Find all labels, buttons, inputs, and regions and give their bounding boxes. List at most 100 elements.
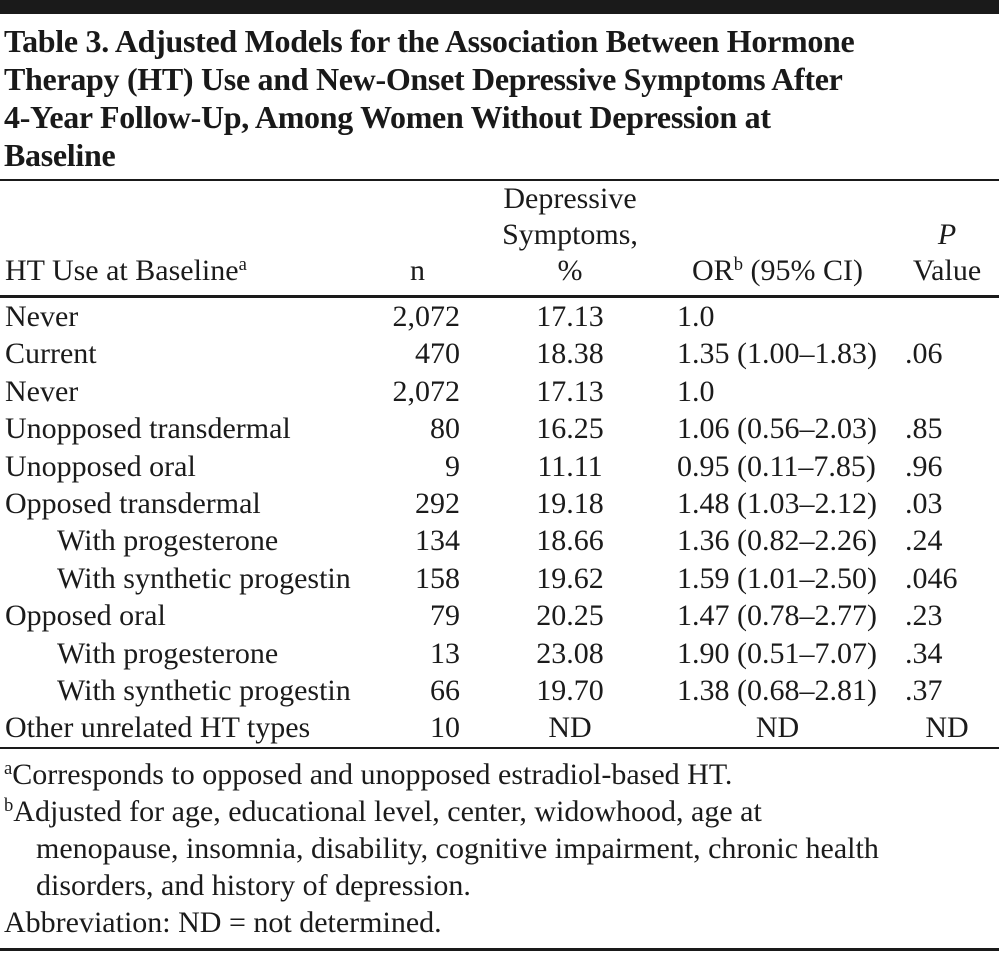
footnotes-section: aCorresponds to opposed and unopposed es…	[0, 749, 999, 941]
cell-depressive-symptoms-pct: 19.18	[536, 487, 604, 521]
cell-ht-use: Current	[5, 337, 97, 371]
cell-or-ci: 1.59 (1.01–2.50)	[677, 561, 877, 595]
table-row: With synthetic progestin 66 19.70 1.38 (…	[0, 672, 999, 709]
cell-ht-use: With synthetic progestin	[57, 561, 351, 595]
cell-p-value: .23	[905, 599, 943, 633]
cell-depressive-symptoms-pct: 18.38	[536, 337, 604, 371]
cell-p-value: .24	[905, 524, 943, 558]
table-row: Never 2,072 17.13 1.0	[0, 297, 999, 336]
cell-p-value: .046	[905, 561, 958, 595]
table-row: Other unrelated HT types 10 ND ND ND	[0, 709, 999, 746]
cell-or-ci: 1.35 (1.00–1.83)	[677, 337, 877, 371]
column-header-p-value: P Value	[895, 181, 999, 298]
table-title: Table 3. Adjusted Models for the Associa…	[0, 14, 999, 179]
cell-depressive-symptoms-pct: 19.70	[536, 674, 604, 708]
cell-or-ci: 1.38 (0.68–2.81)	[677, 674, 877, 708]
cell-ht-use: Unopposed transdermal	[5, 412, 291, 446]
cell-ht-use: With synthetic progestin	[57, 674, 351, 708]
footnote-marker: b	[4, 794, 14, 816]
header-depressive-line3: %	[557, 254, 583, 287]
cell-or-ci: ND	[755, 711, 800, 745]
footnote-ref-b: b	[733, 253, 743, 275]
column-header-ht-use: HT Use at Baselinea	[0, 181, 375, 298]
title-divider-rule	[0, 179, 999, 181]
column-header-depressive-symptoms: Depressive Symptoms,%	[480, 181, 660, 298]
table-title-line: 4-Year Follow-Up, Among Women Without De…	[4, 99, 771, 135]
footnote-ref-a: a	[238, 253, 247, 275]
table-row: Current 470 18.38 1.35 (1.00–1.83) .06	[0, 335, 999, 372]
top-border-bar	[0, 0, 999, 14]
cell-or-ci: 1.48 (1.03–2.12)	[677, 487, 877, 521]
cell-n: 134	[415, 524, 460, 558]
cell-or-ci: 1.06 (0.56–2.03)	[677, 412, 877, 446]
cell-depressive-symptoms-pct: 17.13	[536, 300, 604, 333]
cell-or-ci: 1.0	[677, 374, 715, 408]
cell-ht-use: With progesterone	[57, 524, 279, 558]
cell-ht-use: Opposed oral	[5, 599, 166, 633]
cell-depressive-symptoms-pct: 16.25	[536, 412, 604, 446]
header-ci-label: (95% CI)	[743, 254, 863, 287]
cell-n: 66	[430, 674, 460, 708]
cell-depressive-symptoms-pct: ND	[548, 711, 592, 745]
table-row: Unopposed oral 9 11.11 0.95 (0.11–7.85) …	[0, 448, 999, 485]
table-header: HT Use at Baselinea n Depressive Symptoms…	[0, 181, 999, 298]
cell-p-value	[895, 297, 999, 336]
data-table: HT Use at Baselinea n Depressive Symptoms…	[0, 181, 999, 747]
table-title-line: Therapy (HT) Use and New-Onset Depressiv…	[4, 61, 843, 97]
cell-n: 2,072	[392, 300, 461, 333]
cell-p-value: .06	[905, 337, 943, 371]
body-divider-rule	[0, 746, 999, 749]
header-p-label: P	[937, 218, 957, 251]
cell-p-value: ND	[925, 711, 969, 745]
cell-n: 13	[430, 636, 460, 670]
cell-n: 79	[430, 599, 460, 633]
cell-n: 470	[415, 337, 460, 371]
cell-n: 10	[430, 711, 460, 745]
cell-ht-use: With progesterone	[57, 636, 279, 670]
table-title-line: Table 3. Adjusted Models for the Associa…	[4, 23, 855, 59]
cell-or-ci: 1.36 (0.82–2.26)	[677, 524, 877, 558]
cell-p-value: .96	[905, 449, 943, 483]
cell-depressive-symptoms-pct: 17.13	[536, 374, 604, 408]
header-or-label: OR	[692, 254, 734, 287]
column-header-n: n	[375, 181, 480, 298]
cell-or-ci: 1.47 (0.78–2.77)	[677, 599, 877, 633]
header-row: HT Use at Baselinea n Depressive Symptoms…	[0, 181, 999, 298]
cell-n: 9	[445, 449, 460, 483]
cell-or-ci: 1.0	[677, 300, 715, 333]
header-depressive-line2: Symptoms,	[502, 218, 638, 251]
cell-ht-use: Unopposed oral	[5, 449, 196, 483]
cell-n: 2,072	[392, 374, 461, 408]
table-row: With progesterone 134 18.66 1.36 (0.82–2…	[0, 522, 999, 559]
table-row: Opposed transdermal 292 19.18 1.48 (1.03…	[0, 485, 999, 522]
cell-or-ci: 0.95 (0.11–7.85)	[677, 449, 876, 483]
cell-ht-use: Opposed transdermal	[5, 487, 261, 521]
cell-p-value: .37	[905, 674, 943, 708]
table-row: Never 2,072 17.13 1.0	[0, 373, 999, 410]
column-header-or-ci: ORb (95% CI)	[660, 181, 895, 298]
footnote-marker: a	[4, 757, 13, 779]
table-title-line: Baseline	[4, 137, 116, 173]
cell-ht-use: Never	[5, 374, 79, 408]
header-value-label: Value	[912, 254, 982, 287]
cell-depressive-symptoms-pct: 20.25	[536, 599, 604, 633]
cell-n: 292	[415, 487, 460, 521]
cell-p-value: .03	[905, 487, 943, 521]
table-row: With progesterone 13 23.08 1.90 (0.51–7.…	[0, 635, 999, 672]
cell-p-value: .34	[905, 636, 943, 670]
table-row: With synthetic progestin 158 19.62 1.59 …	[0, 560, 999, 597]
table-row: Unopposed transdermal 80 16.25 1.06 (0.5…	[0, 410, 999, 447]
bottom-rule	[0, 947, 999, 951]
table-body: Never 2,072 17.13 1.0 Current 470 18.38 …	[0, 297, 999, 747]
cell-n: 158	[415, 561, 460, 595]
cell-or-ci: 1.90 (0.51–7.07)	[677, 636, 877, 670]
cell-n: 80	[430, 412, 460, 446]
cell-p-value: .85	[905, 412, 943, 446]
header-depressive-line1: Depressive	[503, 182, 637, 215]
cell-p-value	[895, 373, 999, 410]
cell-depressive-symptoms-pct: 23.08	[536, 636, 604, 670]
header-n-label: n	[410, 254, 425, 287]
cell-ht-use: Other unrelated HT types	[5, 711, 311, 745]
footnote-abbreviation: Abbreviation: ND = not determined.	[4, 905, 442, 939]
header-ht-use-label: HT Use at Baseline	[5, 254, 239, 287]
